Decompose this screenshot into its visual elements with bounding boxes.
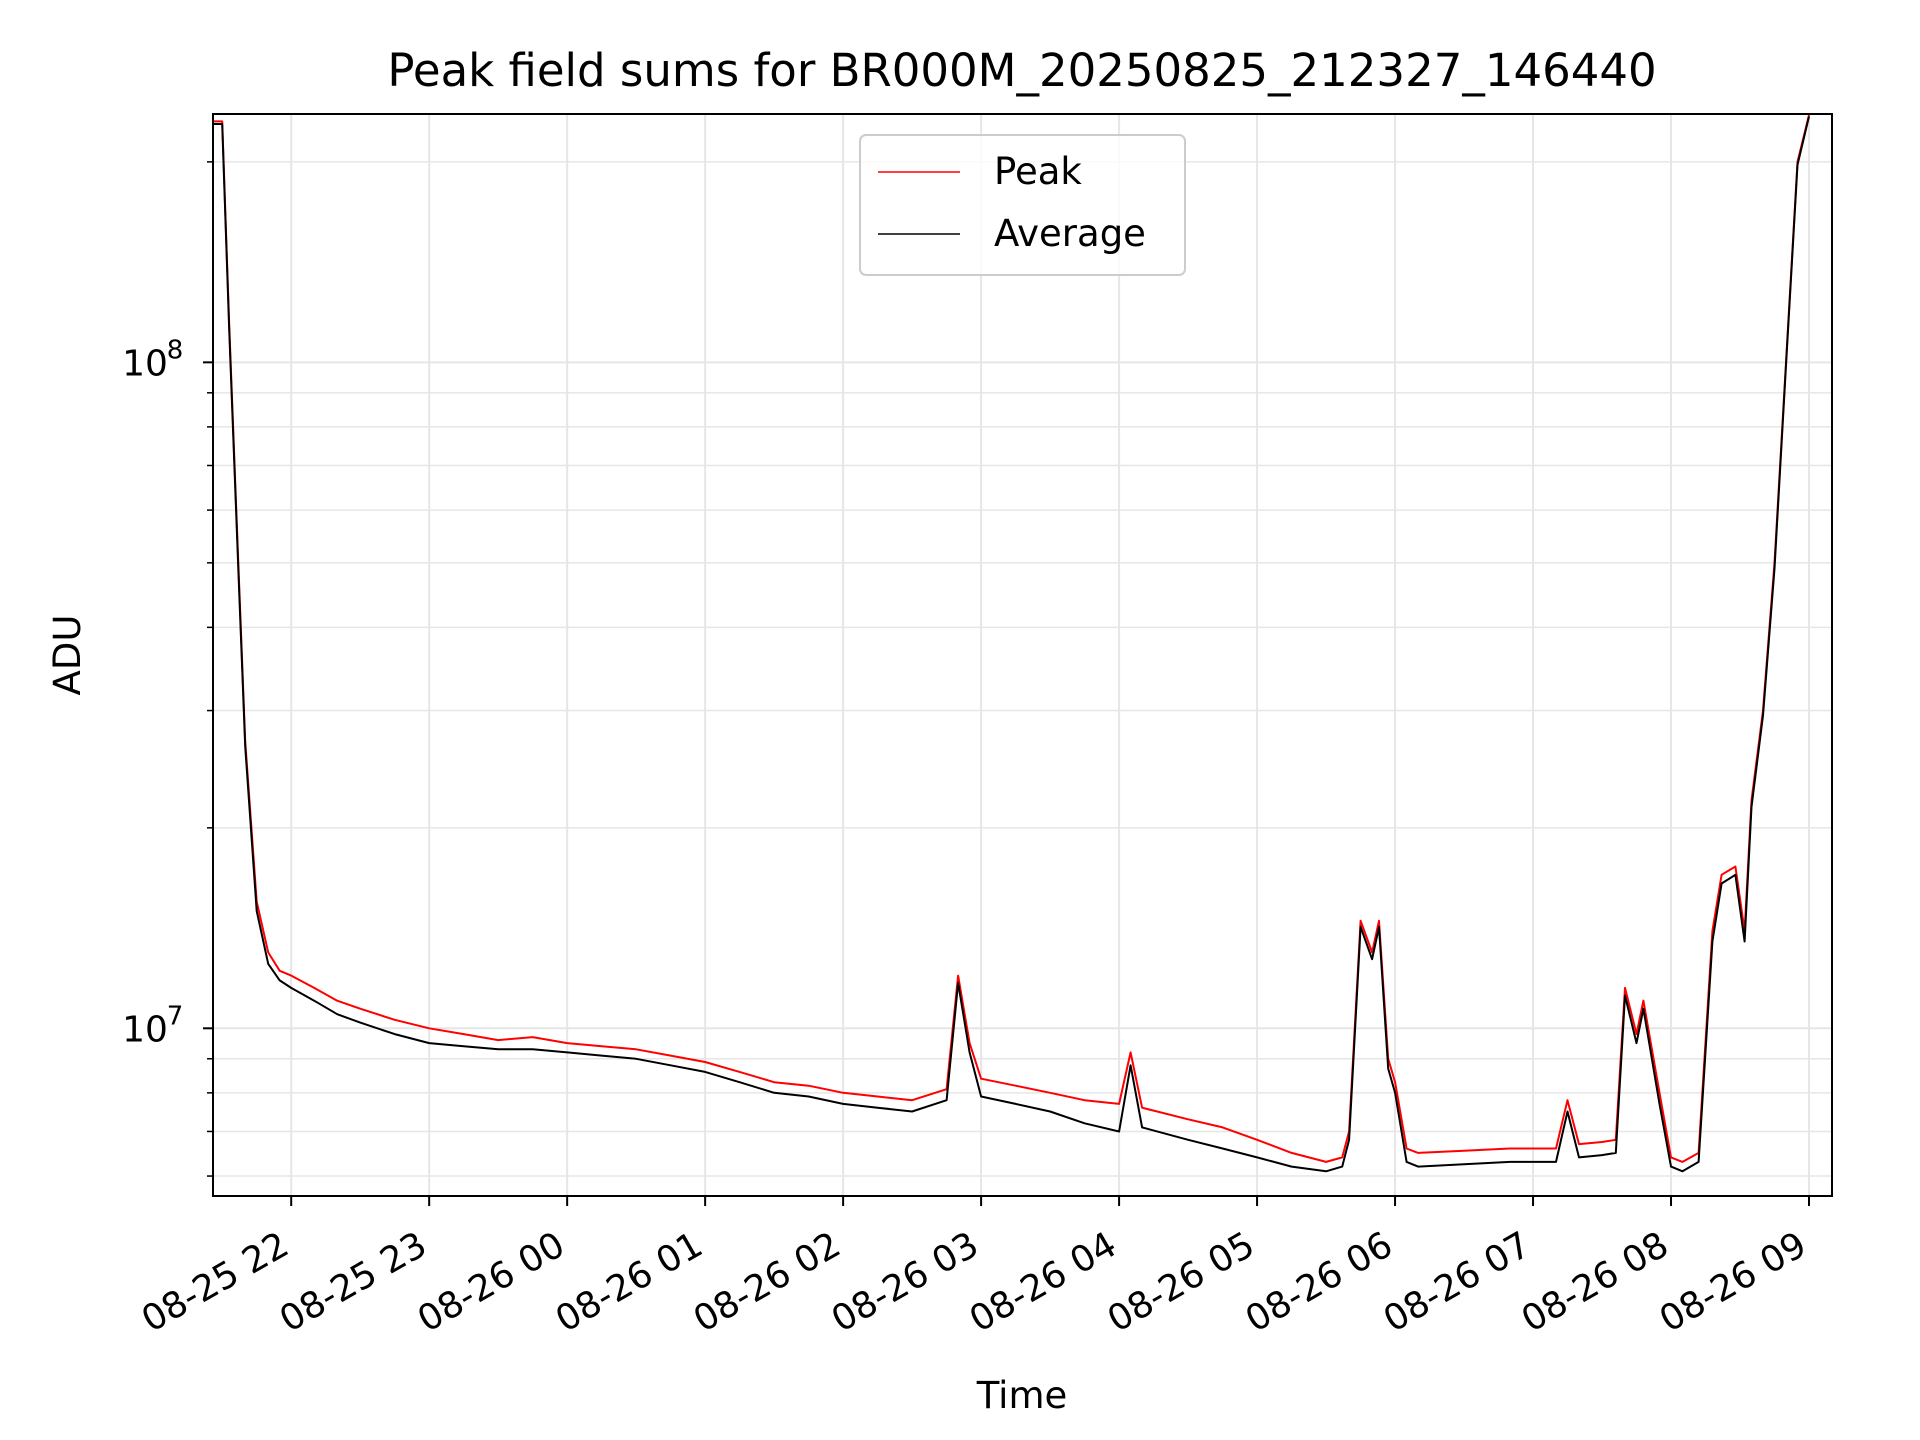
x-axis-label: Time (976, 1374, 1068, 1417)
legend: Peak Average (859, 134, 1186, 276)
legend-label-peak: Peak (994, 150, 1082, 193)
series-layer (213, 114, 1810, 1173)
legend-label-average: Average (994, 212, 1146, 255)
y-tick-label: 10 (122, 343, 168, 384)
plot-frame (212, 113, 1833, 1197)
y-tick-exponent: 7 (167, 1001, 184, 1031)
y-tick-label: 10 (122, 1009, 168, 1050)
series-line-peak (213, 114, 1810, 1163)
grid-layer (213, 114, 1832, 1196)
series-line-average (213, 116, 1810, 1173)
y-tick-exponent: 8 (167, 335, 184, 365)
chart-title: Peak field sums for BR000M_20250825_2123… (387, 44, 1656, 97)
y-axis-label: ADU (46, 615, 89, 696)
legend-box (859, 134, 1186, 276)
